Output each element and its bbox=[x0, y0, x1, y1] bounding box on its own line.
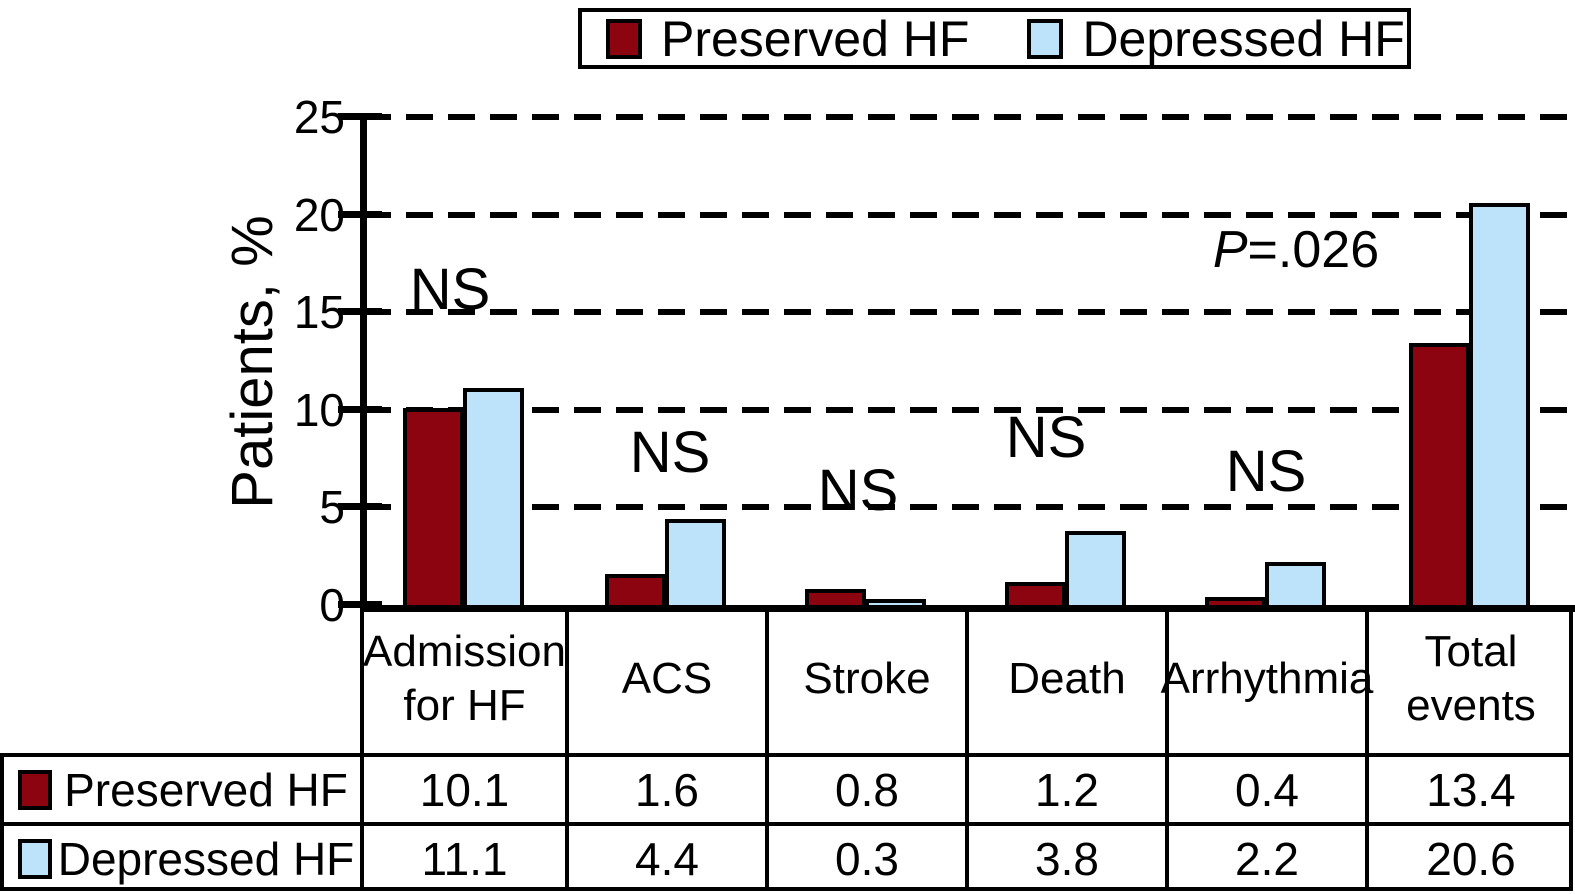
table-header-cell-1: Admission for HF bbox=[360, 605, 566, 753]
table-value-cell: 2.2 bbox=[1165, 822, 1365, 891]
gridline-10 bbox=[364, 407, 1575, 413]
chart-legend: Preserved HF Depressed HF bbox=[578, 8, 1411, 69]
p-value-annotation: P=.026 bbox=[1212, 221, 1380, 279]
bar-preserved-hf-3 bbox=[805, 589, 866, 605]
y-tick-label-25: 25 bbox=[293, 91, 345, 143]
table-row-label-text: Preserved HF bbox=[64, 763, 348, 816]
gridline-15 bbox=[364, 309, 1575, 315]
gridline-5 bbox=[364, 504, 1575, 510]
p-value-italic-p: P bbox=[1212, 221, 1248, 279]
table-value-cell: 3.8 bbox=[965, 822, 1165, 891]
legend-item-preserved-hf: Preserved HF bbox=[606, 14, 969, 64]
y-tick-label-0: 0 bbox=[319, 579, 345, 631]
ns-annotation-5: NS bbox=[1225, 439, 1307, 504]
bar-preserved-hf-6 bbox=[1409, 343, 1470, 605]
legend-label: Preserved HF bbox=[661, 10, 970, 67]
table-row-label-text: Depressed HF bbox=[57, 832, 355, 885]
bar-preserved-hf-5 bbox=[1205, 597, 1266, 605]
table-value-cell: 1.2 bbox=[965, 753, 1165, 822]
table-header-line: Arrhythmia bbox=[1160, 654, 1374, 704]
table-value-cell: 10.1 bbox=[360, 753, 565, 822]
table-header-line: ACS bbox=[621, 654, 713, 704]
table-header-cell-2: ACS bbox=[565, 605, 765, 753]
y-axis-line bbox=[360, 114, 367, 612]
table-header-line: Total bbox=[1424, 627, 1518, 677]
table-value-cell: 0.4 bbox=[1165, 753, 1365, 822]
table-bottom-border bbox=[0, 887, 1573, 891]
bar-depressed-hf-4 bbox=[1065, 531, 1126, 605]
legend-label: Depressed HF bbox=[1082, 10, 1405, 67]
table-header-cell-6: Total events bbox=[1365, 605, 1573, 753]
bar-depressed-hf-3 bbox=[865, 599, 926, 605]
table-header-cell-5: Arrhythmia bbox=[1161, 605, 1373, 753]
table-header-line: Stroke bbox=[803, 654, 931, 704]
y-tick-label-15: 15 bbox=[293, 286, 345, 338]
gridline-20 bbox=[364, 212, 1575, 218]
preserved-hf-row-swatch-icon bbox=[18, 769, 52, 810]
table-header-cell-4: Death bbox=[965, 605, 1165, 753]
ns-annotation-3: NS bbox=[817, 458, 899, 523]
table-value-cell: 1.6 bbox=[565, 753, 765, 822]
bar-preserved-hf-2 bbox=[605, 574, 666, 605]
table-header-line: events bbox=[1406, 681, 1536, 730]
y-axis-title: Patients, % bbox=[220, 215, 285, 509]
preserved-hf-swatch-icon bbox=[606, 18, 642, 59]
table-row-label-preserved-hf: Preserved HF bbox=[0, 753, 360, 822]
bar-depressed-hf-5 bbox=[1265, 562, 1326, 605]
depressed-hf-swatch-icon bbox=[1027, 18, 1064, 59]
table-header-cell-3: Stroke bbox=[765, 605, 965, 753]
table-header-line: Admission bbox=[363, 627, 566, 677]
bar-preserved-hf-1 bbox=[403, 408, 464, 605]
table-value-cell: 0.3 bbox=[765, 822, 965, 891]
table-right-border bbox=[1569, 605, 1573, 891]
y-tick-label-10: 10 bbox=[293, 384, 345, 436]
table-row-label-depressed-hf: Depressed HF bbox=[0, 822, 360, 891]
ns-annotation-1: NS bbox=[409, 257, 491, 322]
table-value-cell: 4.4 bbox=[565, 822, 765, 891]
bar-preserved-hf-4 bbox=[1005, 582, 1066, 605]
bar-depressed-hf-6 bbox=[1469, 203, 1530, 605]
table-header-line: for HF bbox=[403, 681, 526, 730]
y-tick-label-20: 20 bbox=[293, 189, 345, 241]
table-header-line: Death bbox=[1008, 654, 1126, 704]
ns-annotation-4: NS bbox=[1005, 405, 1087, 470]
gridline-25 bbox=[364, 114, 1575, 120]
table-value-cell: 13.4 bbox=[1365, 753, 1573, 822]
depressed-hf-row-swatch-icon bbox=[18, 838, 52, 879]
y-tick-label-5: 5 bbox=[319, 481, 345, 533]
bar-depressed-hf-1 bbox=[463, 388, 524, 605]
bar-depressed-hf-2 bbox=[665, 519, 726, 605]
table-value-cell: 0.8 bbox=[765, 753, 965, 822]
legend-item-depressed-hf: Depressed HF bbox=[1027, 10, 1405, 67]
table-value-cell: 20.6 bbox=[1365, 822, 1573, 891]
table-value-cell: 11.1 bbox=[360, 822, 565, 891]
ns-annotation-2: NS bbox=[629, 420, 711, 485]
